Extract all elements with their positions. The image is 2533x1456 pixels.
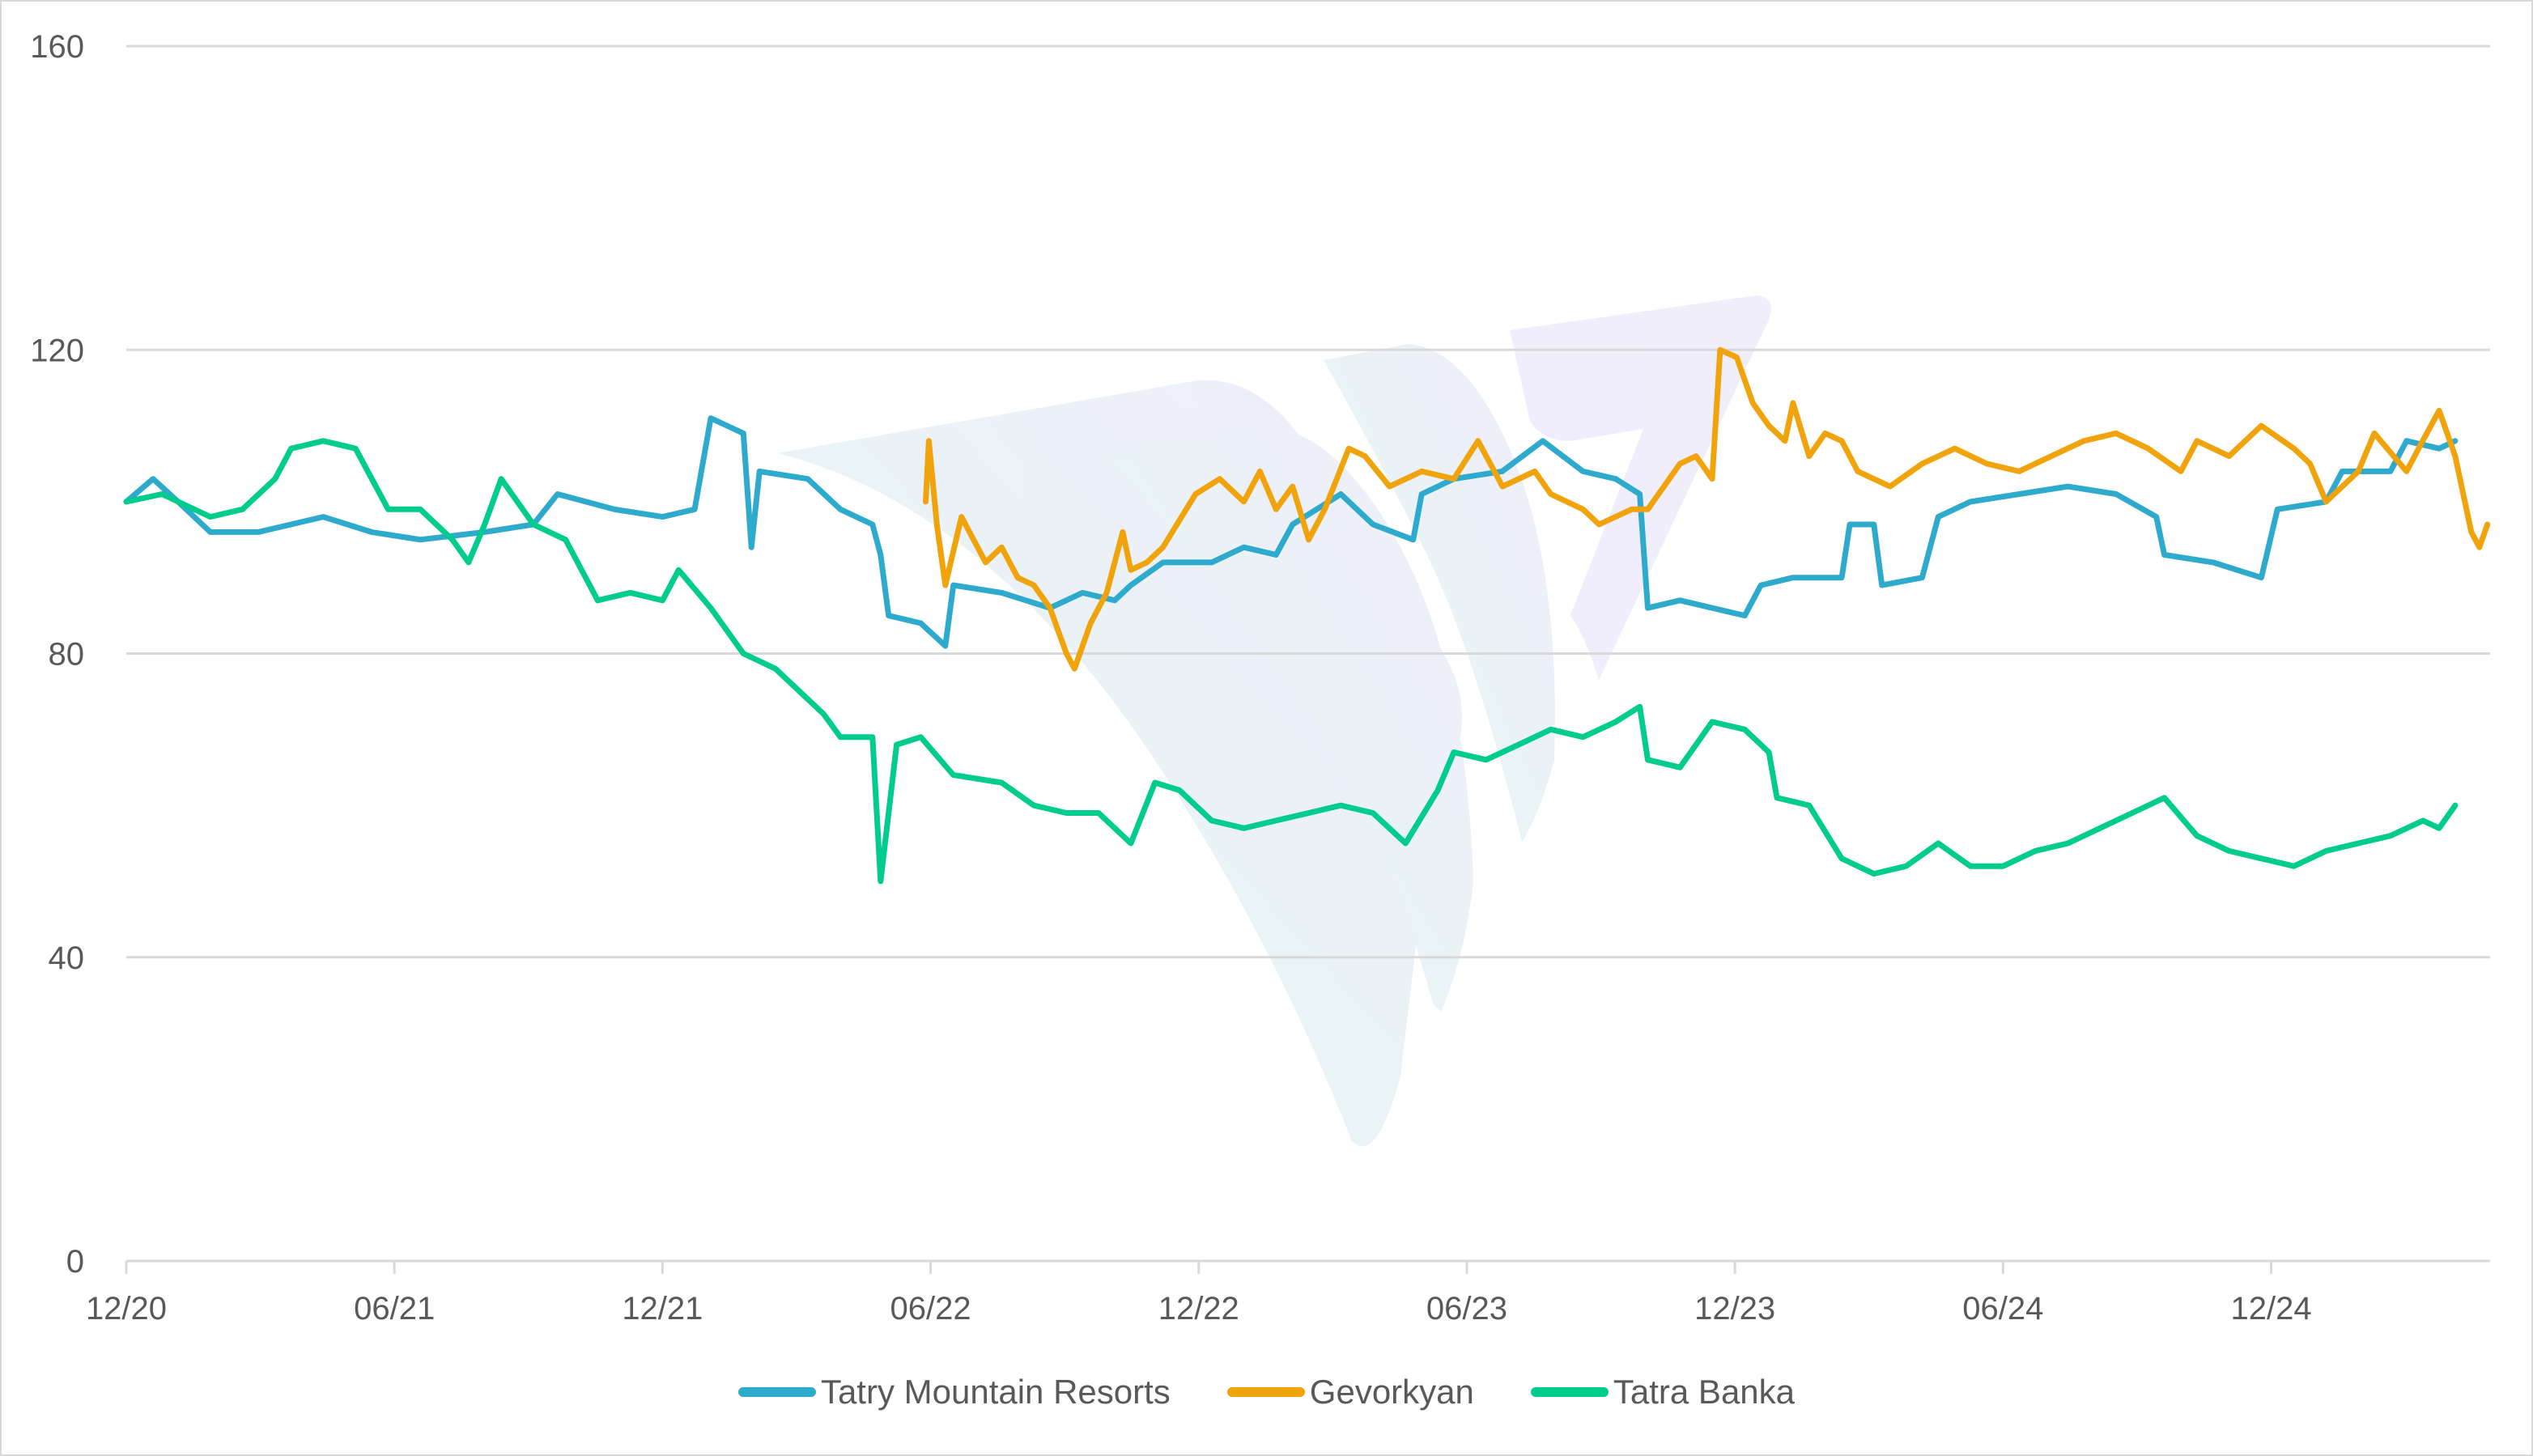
x-tick-label: 12/23 (1694, 1291, 1775, 1327)
y-tick-label: 160 (30, 29, 84, 65)
legend-label-gevorkyan: Gevorkyan (1309, 1373, 1474, 1411)
watermark-logo (777, 295, 1771, 1147)
x-tick-label: 06/21 (354, 1291, 435, 1327)
x-tick-label: 12/24 (2230, 1291, 2311, 1327)
x-tick-label: 12/20 (86, 1291, 167, 1327)
legend-swatch-tatra-banka (1530, 1387, 1609, 1397)
legend-swatch-gevorkyan (1226, 1387, 1305, 1397)
legend-label-tatry: Tatry Mountain Resorts (820, 1373, 1171, 1411)
watermark-arrow (1510, 295, 1771, 680)
legend: Tatry Mountain Resorts Gevorkyan Tatra B… (0, 1373, 2533, 1411)
x-tick-label: 06/22 (890, 1291, 971, 1327)
series-line-tatra-banka (123, 438, 2459, 885)
y-tick-label: 40 (49, 940, 85, 976)
x-tick-label: 06/23 (1426, 1291, 1507, 1327)
legend-item-tatra-banka[interactable]: Tatra Banka (1530, 1373, 1796, 1411)
x-tick-label: 06/24 (1962, 1291, 2043, 1327)
series-line-gevorkyan (923, 346, 2491, 672)
series-line-tatry-mountain-resorts (123, 415, 2459, 649)
legend-label-tatra-banka: Tatra Banka (1613, 1373, 1796, 1411)
y-tick-label: 120 (30, 333, 84, 368)
line-chart: 0 40 80 120 160 12/20 06/21 12/21 06/22 12/22 06/… (30, 29, 2491, 1327)
watermark-stroke-3 (1324, 344, 1555, 842)
x-axis: 12/20 06/21 12/21 06/22 12/22 06/23 12/23 06/24… (86, 1259, 2490, 1327)
legend-item-gevorkyan[interactable]: Gevorkyan (1226, 1373, 1474, 1411)
x-tick-label: 12/21 (622, 1291, 703, 1327)
legend-swatch-tatry (737, 1387, 816, 1397)
watermark-stroke-2 (1101, 428, 1473, 1012)
gridlines (126, 45, 2490, 959)
y-axis: 0 40 80 120 160 (30, 29, 84, 1280)
y-tick-label: 80 (49, 637, 85, 673)
legend-item-tatry[interactable]: Tatry Mountain Resorts (737, 1373, 1171, 1411)
x-tick-label: 12/22 (1158, 1291, 1239, 1327)
series-lines (123, 346, 2491, 885)
y-tick-label: 0 (66, 1244, 84, 1280)
